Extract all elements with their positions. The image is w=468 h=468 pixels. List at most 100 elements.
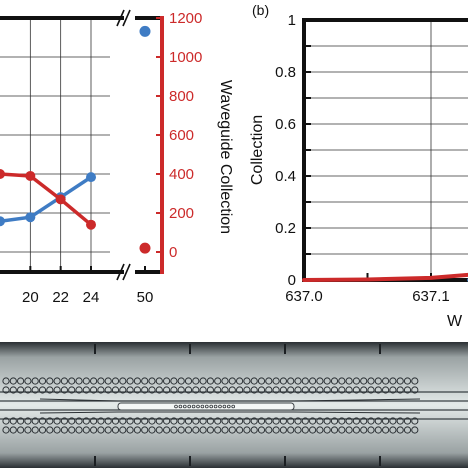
photonic-crystal-hole xyxy=(46,417,54,425)
photonic-crystal-hole xyxy=(90,386,98,394)
photonic-crystal-hole xyxy=(199,377,207,385)
taper-outline xyxy=(39,398,421,402)
cavity-hole xyxy=(187,404,192,409)
photonic-crystal-hole xyxy=(46,377,54,385)
blue-data-point xyxy=(0,216,5,227)
photonic-crystal-hole xyxy=(374,426,382,434)
photonic-crystal-hole xyxy=(265,426,273,434)
right-y-tick-label: 600 xyxy=(169,127,194,144)
photonic-crystal-hole xyxy=(294,377,302,385)
panel-a: 0 200 400 600 800 1000 1200 20 22 24 50 Waveguide … xyxy=(0,9,234,306)
photonic-crystal-hole xyxy=(367,386,375,394)
photonic-crystal-hole xyxy=(352,377,360,385)
cavity-hole xyxy=(183,404,187,409)
photonic-crystal-hole xyxy=(53,417,61,425)
photonic-crystal-hole xyxy=(374,417,382,425)
photonic-crystal-hole xyxy=(396,426,404,434)
photonic-crystal-hole xyxy=(236,377,244,385)
photonic-crystal-hole xyxy=(352,417,360,425)
panel-b-x-tick-label: 637.1 xyxy=(412,288,450,305)
cavity-hole xyxy=(213,404,218,409)
photonic-crystal-hole xyxy=(250,386,258,394)
photonic-crystal-hole xyxy=(316,386,324,394)
photonic-crystal-hole xyxy=(338,386,346,394)
photonic-crystal-hole xyxy=(206,386,214,394)
photonic-crystal-hole xyxy=(155,386,163,394)
cavity-hole xyxy=(200,404,205,409)
photonic-crystal-hole xyxy=(360,377,368,385)
panel-b-x-tick-label: 637.0 xyxy=(285,288,323,305)
photonic-crystal-hole xyxy=(236,426,244,434)
photonic-crystal-hole xyxy=(272,377,280,385)
photonic-crystal-hole xyxy=(177,417,185,425)
photonic-crystal-hole xyxy=(272,386,280,394)
cavity-region xyxy=(117,402,295,411)
photonic-crystal-hole xyxy=(309,417,317,425)
photonic-crystal-hole xyxy=(9,377,17,385)
photonic-crystal-hole xyxy=(133,386,141,394)
photonic-crystal-hole xyxy=(338,417,346,425)
photonic-crystal-hole xyxy=(38,417,47,425)
photonic-crystal-hole xyxy=(323,417,331,425)
photonic-crystal-hole xyxy=(60,426,69,434)
photonic-crystal-hole xyxy=(111,417,120,425)
photonic-crystal-hole xyxy=(330,426,339,434)
photonic-crystal-hole xyxy=(2,386,10,394)
photonic-crystal-hole xyxy=(367,426,375,434)
photonic-crystal-hole xyxy=(345,417,353,425)
photonic-crystal-hole xyxy=(257,377,266,385)
photonic-crystal-hole xyxy=(199,426,207,434)
panel-b-series xyxy=(302,272,468,282)
photonic-crystal-hole xyxy=(46,426,54,434)
photonic-crystal-hole xyxy=(90,417,98,425)
photonic-crystal-hole xyxy=(75,386,83,394)
cavity-hole xyxy=(205,404,209,409)
panel-b-red-curve xyxy=(302,272,468,282)
photonic-crystal-hole xyxy=(301,377,309,385)
photonic-crystal-hole xyxy=(82,426,90,434)
photonic-crystal-hole xyxy=(126,386,134,394)
photonic-crystal-hole xyxy=(24,417,32,425)
photonic-crystal-hole xyxy=(141,417,149,425)
photonic-crystal-hole xyxy=(374,377,382,385)
panel-b-x-axis-title: W xyxy=(447,313,463,330)
cavity-hole xyxy=(174,404,178,409)
photonic-crystal-hole xyxy=(228,386,236,394)
photonic-crystal-hole xyxy=(141,386,149,394)
photonic-crystal-hole xyxy=(9,417,17,425)
taper-outline xyxy=(39,411,421,414)
panel-b-gridlines xyxy=(304,20,468,280)
photonic-crystal-hole xyxy=(243,426,251,434)
photonic-crystal-hole xyxy=(257,386,266,394)
panel-b-y-tick-label: 0 xyxy=(288,272,296,289)
photonic-crystal-hole xyxy=(75,417,83,425)
photonic-crystal-hole xyxy=(2,426,10,434)
photonic-crystal-hole xyxy=(323,426,331,434)
photonic-crystal-hole xyxy=(126,377,134,385)
panel-b-y-tick-label: 0.4 xyxy=(275,168,296,185)
red-data-point xyxy=(0,169,5,179)
blue-data-point xyxy=(25,212,36,223)
photonic-crystal-hole xyxy=(323,386,331,394)
photonic-crystal-hole xyxy=(68,417,76,425)
photonic-crystal-hole xyxy=(221,417,229,425)
panel-a-series xyxy=(0,25,151,254)
photonic-crystal-hole xyxy=(272,426,280,434)
cavity-hole xyxy=(209,404,214,409)
photonic-crystal-hole xyxy=(367,417,375,425)
photonic-crystal-hole xyxy=(53,386,61,394)
photonic-crystal-hole xyxy=(214,417,222,425)
photonic-crystal-hole xyxy=(221,386,229,394)
photonic-crystal-hole xyxy=(184,377,193,385)
blue-data-point xyxy=(86,172,96,183)
photonic-crystal-hole xyxy=(214,386,222,394)
photonic-crystal-hole xyxy=(192,417,200,425)
photonic-crystal-hole xyxy=(309,426,317,434)
photonic-crystal-hole xyxy=(192,426,200,434)
photonic-crystal-hole xyxy=(126,426,134,434)
photonic-crystal-hole xyxy=(68,386,76,394)
photonic-crystal-hole xyxy=(17,386,25,394)
photonic-crystal-hole xyxy=(287,426,295,434)
panel-b-y-axis-title: Collection xyxy=(249,115,266,185)
photonic-crystal-hole xyxy=(265,386,273,394)
